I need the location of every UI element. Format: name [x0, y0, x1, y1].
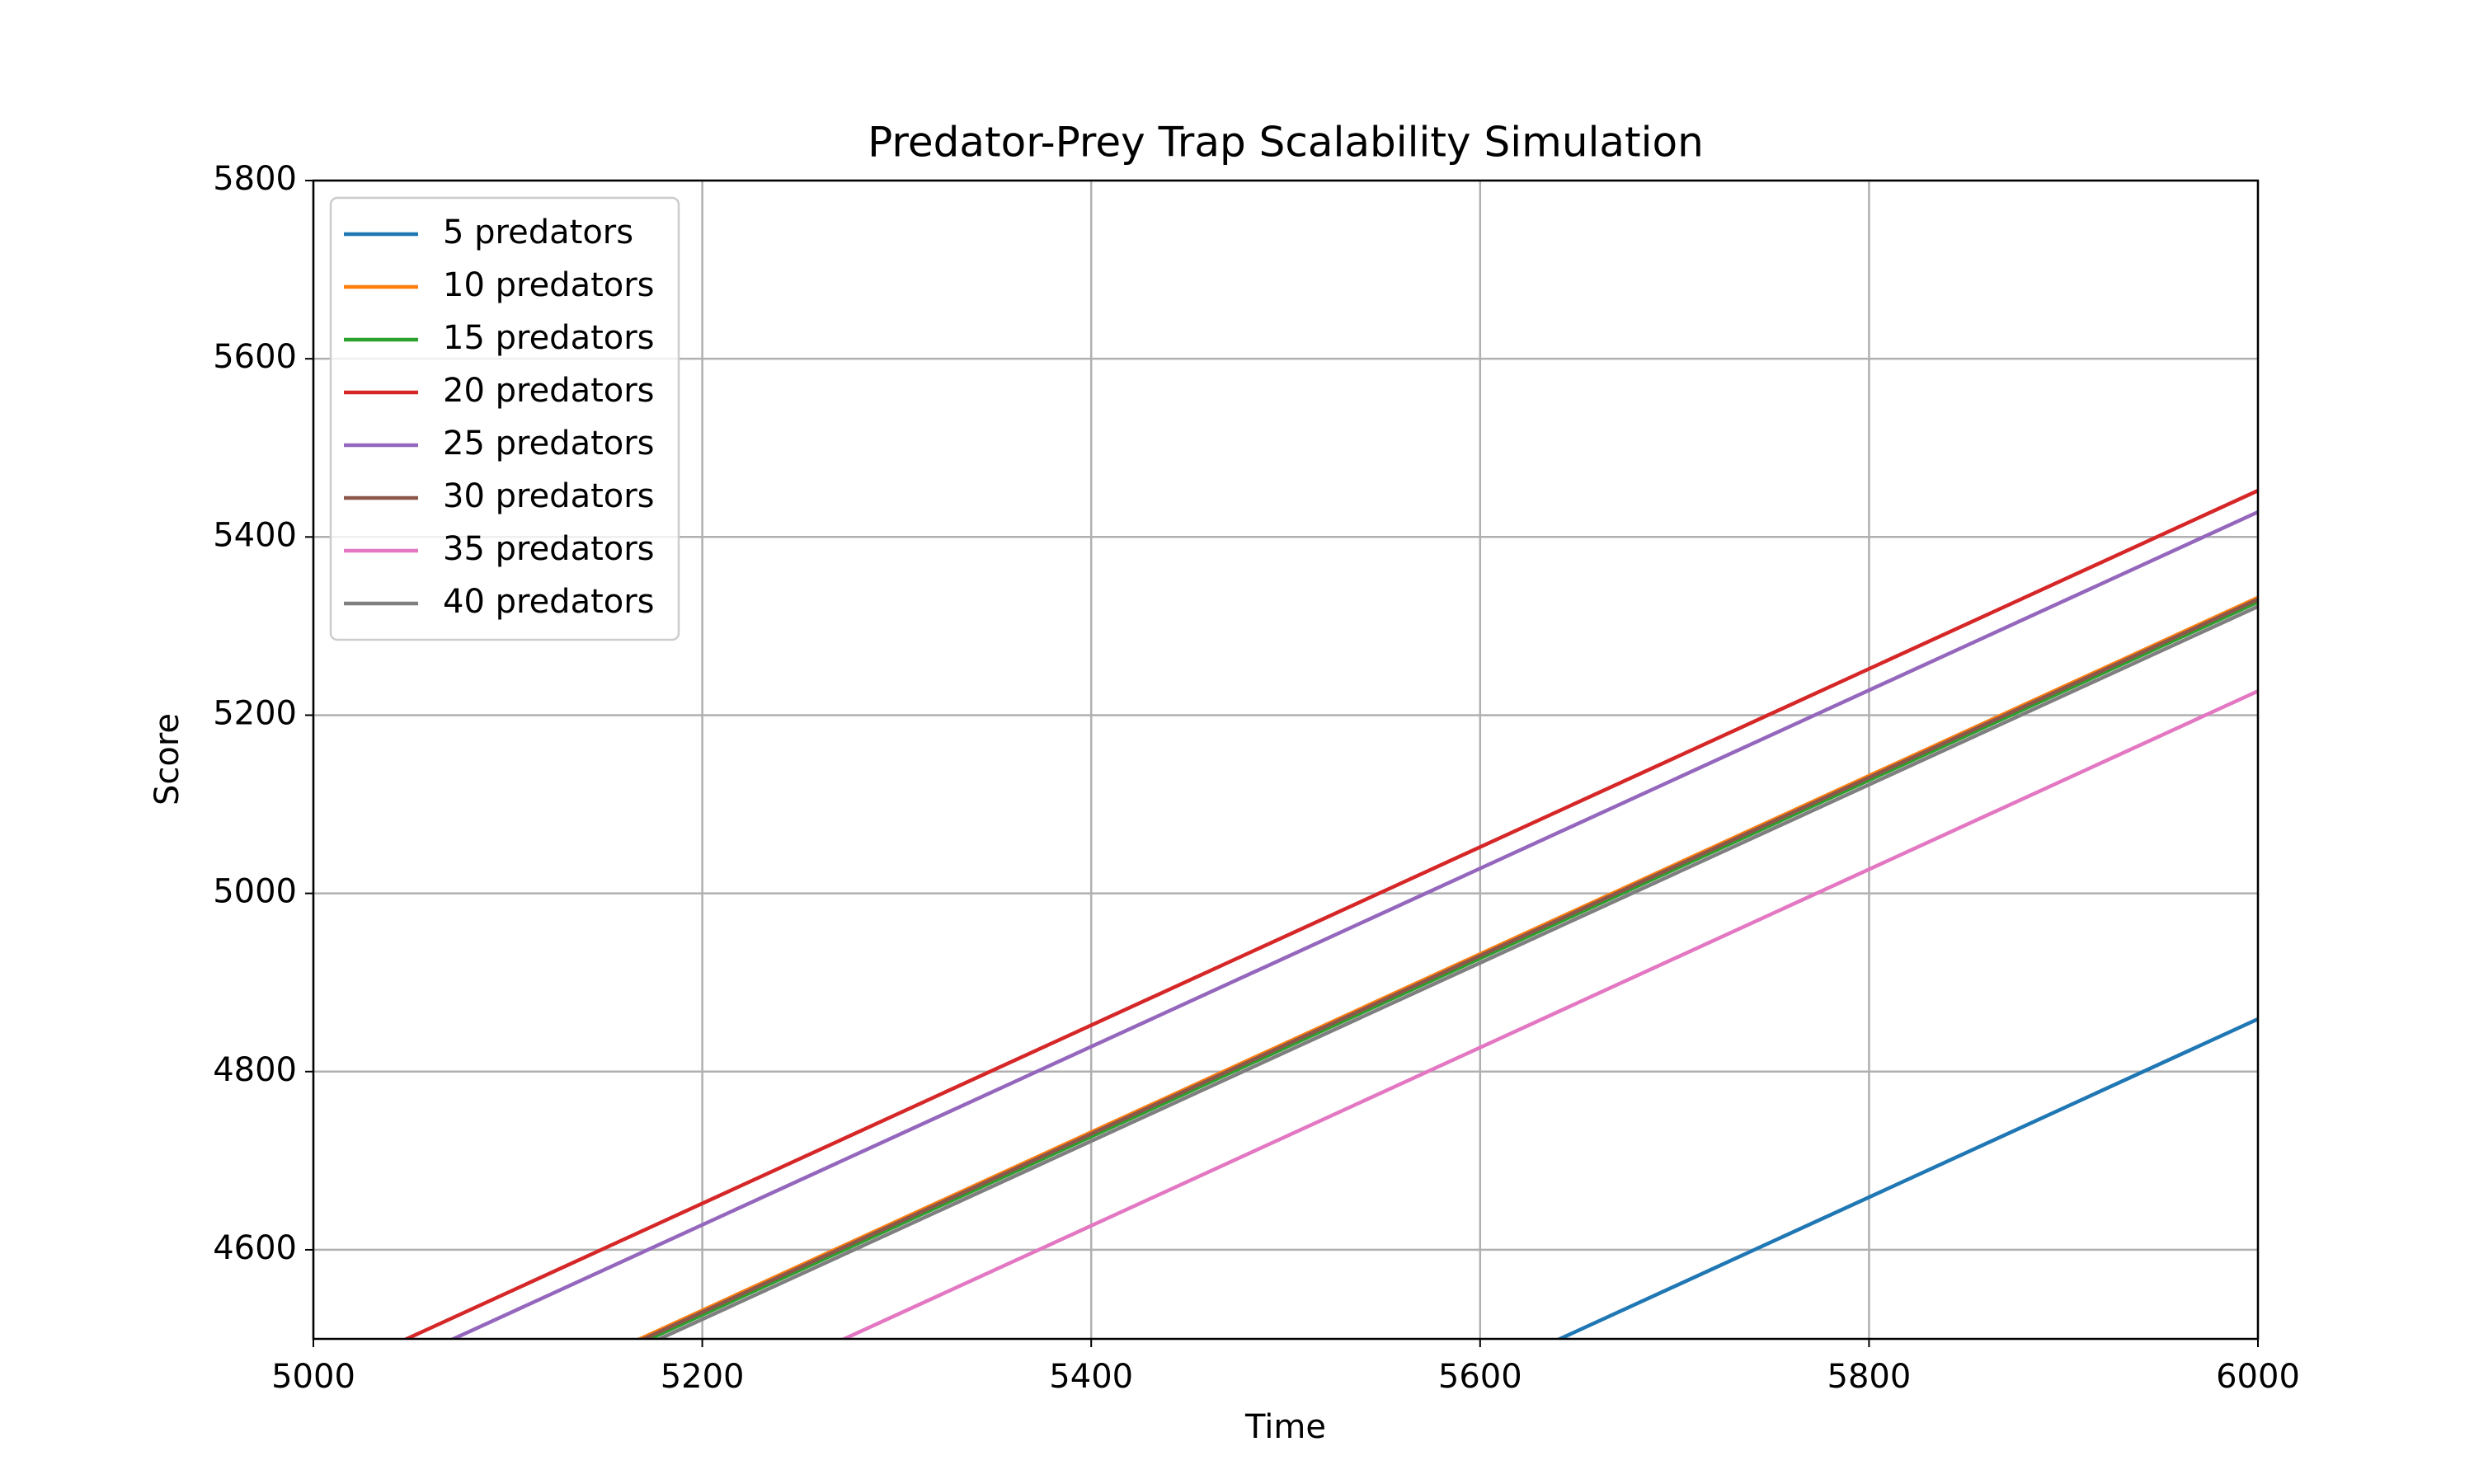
y-tick-label: 4800	[213, 1051, 297, 1089]
legend-label: 25 predators	[443, 425, 655, 463]
y-axis-label: Score	[148, 713, 186, 805]
legend-label: 30 predators	[443, 477, 655, 515]
y-tick-label: 5400	[213, 516, 297, 554]
legend-label: 40 predators	[443, 583, 655, 621]
y-tick-label: 5800	[213, 160, 297, 198]
series-line	[645, 600, 2258, 1339]
chart-title: Predator-Prey Trap Scalability Simulatio…	[868, 119, 1704, 167]
legend-label: 35 predators	[443, 530, 655, 568]
legend-label: 20 predators	[443, 372, 655, 410]
y-tick-label: 4600	[213, 1229, 297, 1267]
series-line	[402, 489, 2258, 1339]
x-tick-label: 6000	[2216, 1358, 2300, 1396]
legend-label: 15 predators	[443, 319, 655, 357]
series-line	[639, 597, 2258, 1339]
plot-area	[402, 489, 2258, 1339]
series-line	[1555, 1017, 2258, 1339]
y-tick-label: 5200	[213, 694, 297, 732]
legend-label: 5 predators	[443, 214, 633, 251]
x-tick-label: 5000	[271, 1358, 355, 1396]
series-line	[655, 604, 2258, 1339]
series-line	[635, 595, 2258, 1339]
y-tick-label: 5000	[213, 873, 297, 911]
plot-frame	[312, 179, 2260, 1341]
y-tick-label: 5600	[213, 338, 297, 376]
x-tick-label: 5200	[661, 1358, 745, 1396]
legend-box	[329, 196, 680, 641]
x-tick-label: 5600	[1438, 1358, 1522, 1396]
series-line	[449, 510, 2258, 1339]
x-tick-label: 5400	[1049, 1358, 1133, 1396]
legend-label: 10 predators	[443, 266, 655, 304]
series-line	[840, 689, 2258, 1339]
x-tick-label: 5800	[1827, 1358, 1912, 1396]
x-axis-label: Time	[1244, 1408, 1326, 1446]
